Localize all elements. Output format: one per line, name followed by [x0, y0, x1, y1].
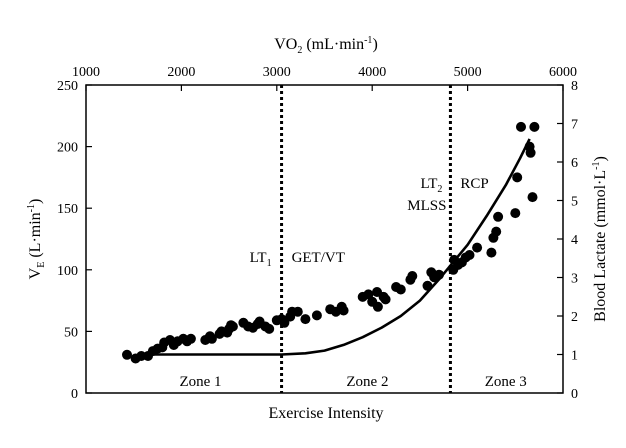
top-tick-label: 2000: [167, 65, 195, 80]
lt1-label: LT1: [250, 250, 272, 269]
right-tick-label: 2: [571, 310, 578, 325]
right-tick-label: 7: [571, 118, 578, 133]
ve-point: [338, 305, 349, 316]
ve-point: [527, 192, 538, 203]
ve-point: [464, 250, 475, 260]
ve-point: [206, 333, 217, 344]
zone-label: Zone 3: [485, 374, 527, 390]
ve-point: [227, 321, 238, 332]
lt2-label: LT2: [420, 176, 442, 195]
left-tick-label: 250: [57, 79, 78, 94]
left-tick-label: 0: [71, 387, 78, 402]
top-tick-label: 6000: [549, 65, 577, 80]
ve-point: [529, 121, 540, 132]
lactate-curve-group: [141, 138, 531, 356]
lactate-curve: [141, 138, 531, 356]
top-tick-label: 5000: [454, 65, 482, 80]
right-tick-label: 5: [571, 195, 578, 210]
ve-point: [512, 172, 523, 183]
top-tick-label: 4000: [358, 65, 386, 80]
ve-point: [525, 147, 536, 158]
left-tick-label: 150: [57, 202, 78, 217]
left-tick-label: 100: [57, 264, 78, 279]
ve-point: [300, 314, 311, 325]
zone-label: Zone 1: [179, 374, 221, 390]
left-tick-label: 50: [64, 325, 78, 340]
ve-point: [395, 284, 406, 295]
right-tick-label: 6: [571, 156, 578, 171]
ve-point: [422, 280, 433, 291]
ve-point: [510, 208, 521, 219]
right-tick-label: 8: [571, 79, 578, 94]
ticks-group: 1000 2000 3000 4000 5000 6000 0 50 100 150 200 250 0…: [57, 65, 578, 402]
ve-point: [486, 247, 497, 258]
ve-point: [516, 121, 526, 132]
annotations-group: LT1 GET/VT LT2 RCP MLSS Zone 1 Zone 2 Zone 3: [179, 176, 526, 390]
ve-point: [311, 310, 322, 321]
left-axis-title: VE (L·min-1): [26, 199, 47, 280]
ve-point: [493, 211, 504, 222]
ve-point: [491, 226, 502, 237]
ve-point: [380, 294, 391, 305]
top-tick-label: 3000: [263, 65, 291, 80]
ve-point: [363, 289, 374, 300]
right-axis-title: Blood Lactate (mmol·L-1): [591, 156, 609, 322]
x-axis-title: Exercise Intensity: [268, 405, 383, 422]
ve-point: [407, 271, 418, 281]
right-tick-label: 4: [571, 233, 578, 248]
ve-point: [372, 301, 383, 312]
top-tick-label: 1000: [72, 65, 100, 80]
ve-point: [472, 242, 483, 253]
zone-label: Zone 2: [346, 374, 388, 390]
ve-point: [292, 306, 303, 317]
get-vt-label: GET/VT: [292, 250, 345, 266]
top-axis-title: VO2 (mL·min-1): [274, 35, 378, 56]
ve-point: [185, 333, 196, 344]
right-tick-label: 3: [571, 272, 578, 287]
left-tick-label: 200: [57, 141, 78, 156]
ve-point: [122, 349, 132, 360]
threshold-lines: [280, 85, 452, 393]
ve-points-group: [122, 121, 540, 364]
ve-point: [264, 323, 275, 334]
rcp-label: RCP: [460, 176, 488, 192]
right-tick-label: 1: [571, 349, 578, 364]
mlss-label: MLSS: [407, 198, 446, 214]
ve-point: [434, 269, 444, 280]
right-tick-label: 0: [571, 387, 578, 402]
